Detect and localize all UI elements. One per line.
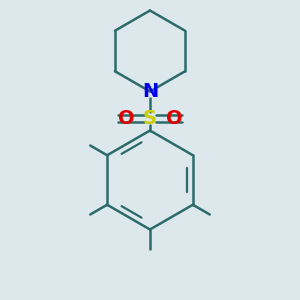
Text: O: O: [118, 109, 134, 128]
Text: N: N: [142, 82, 158, 101]
Text: O: O: [166, 109, 182, 128]
Text: S: S: [143, 109, 157, 128]
